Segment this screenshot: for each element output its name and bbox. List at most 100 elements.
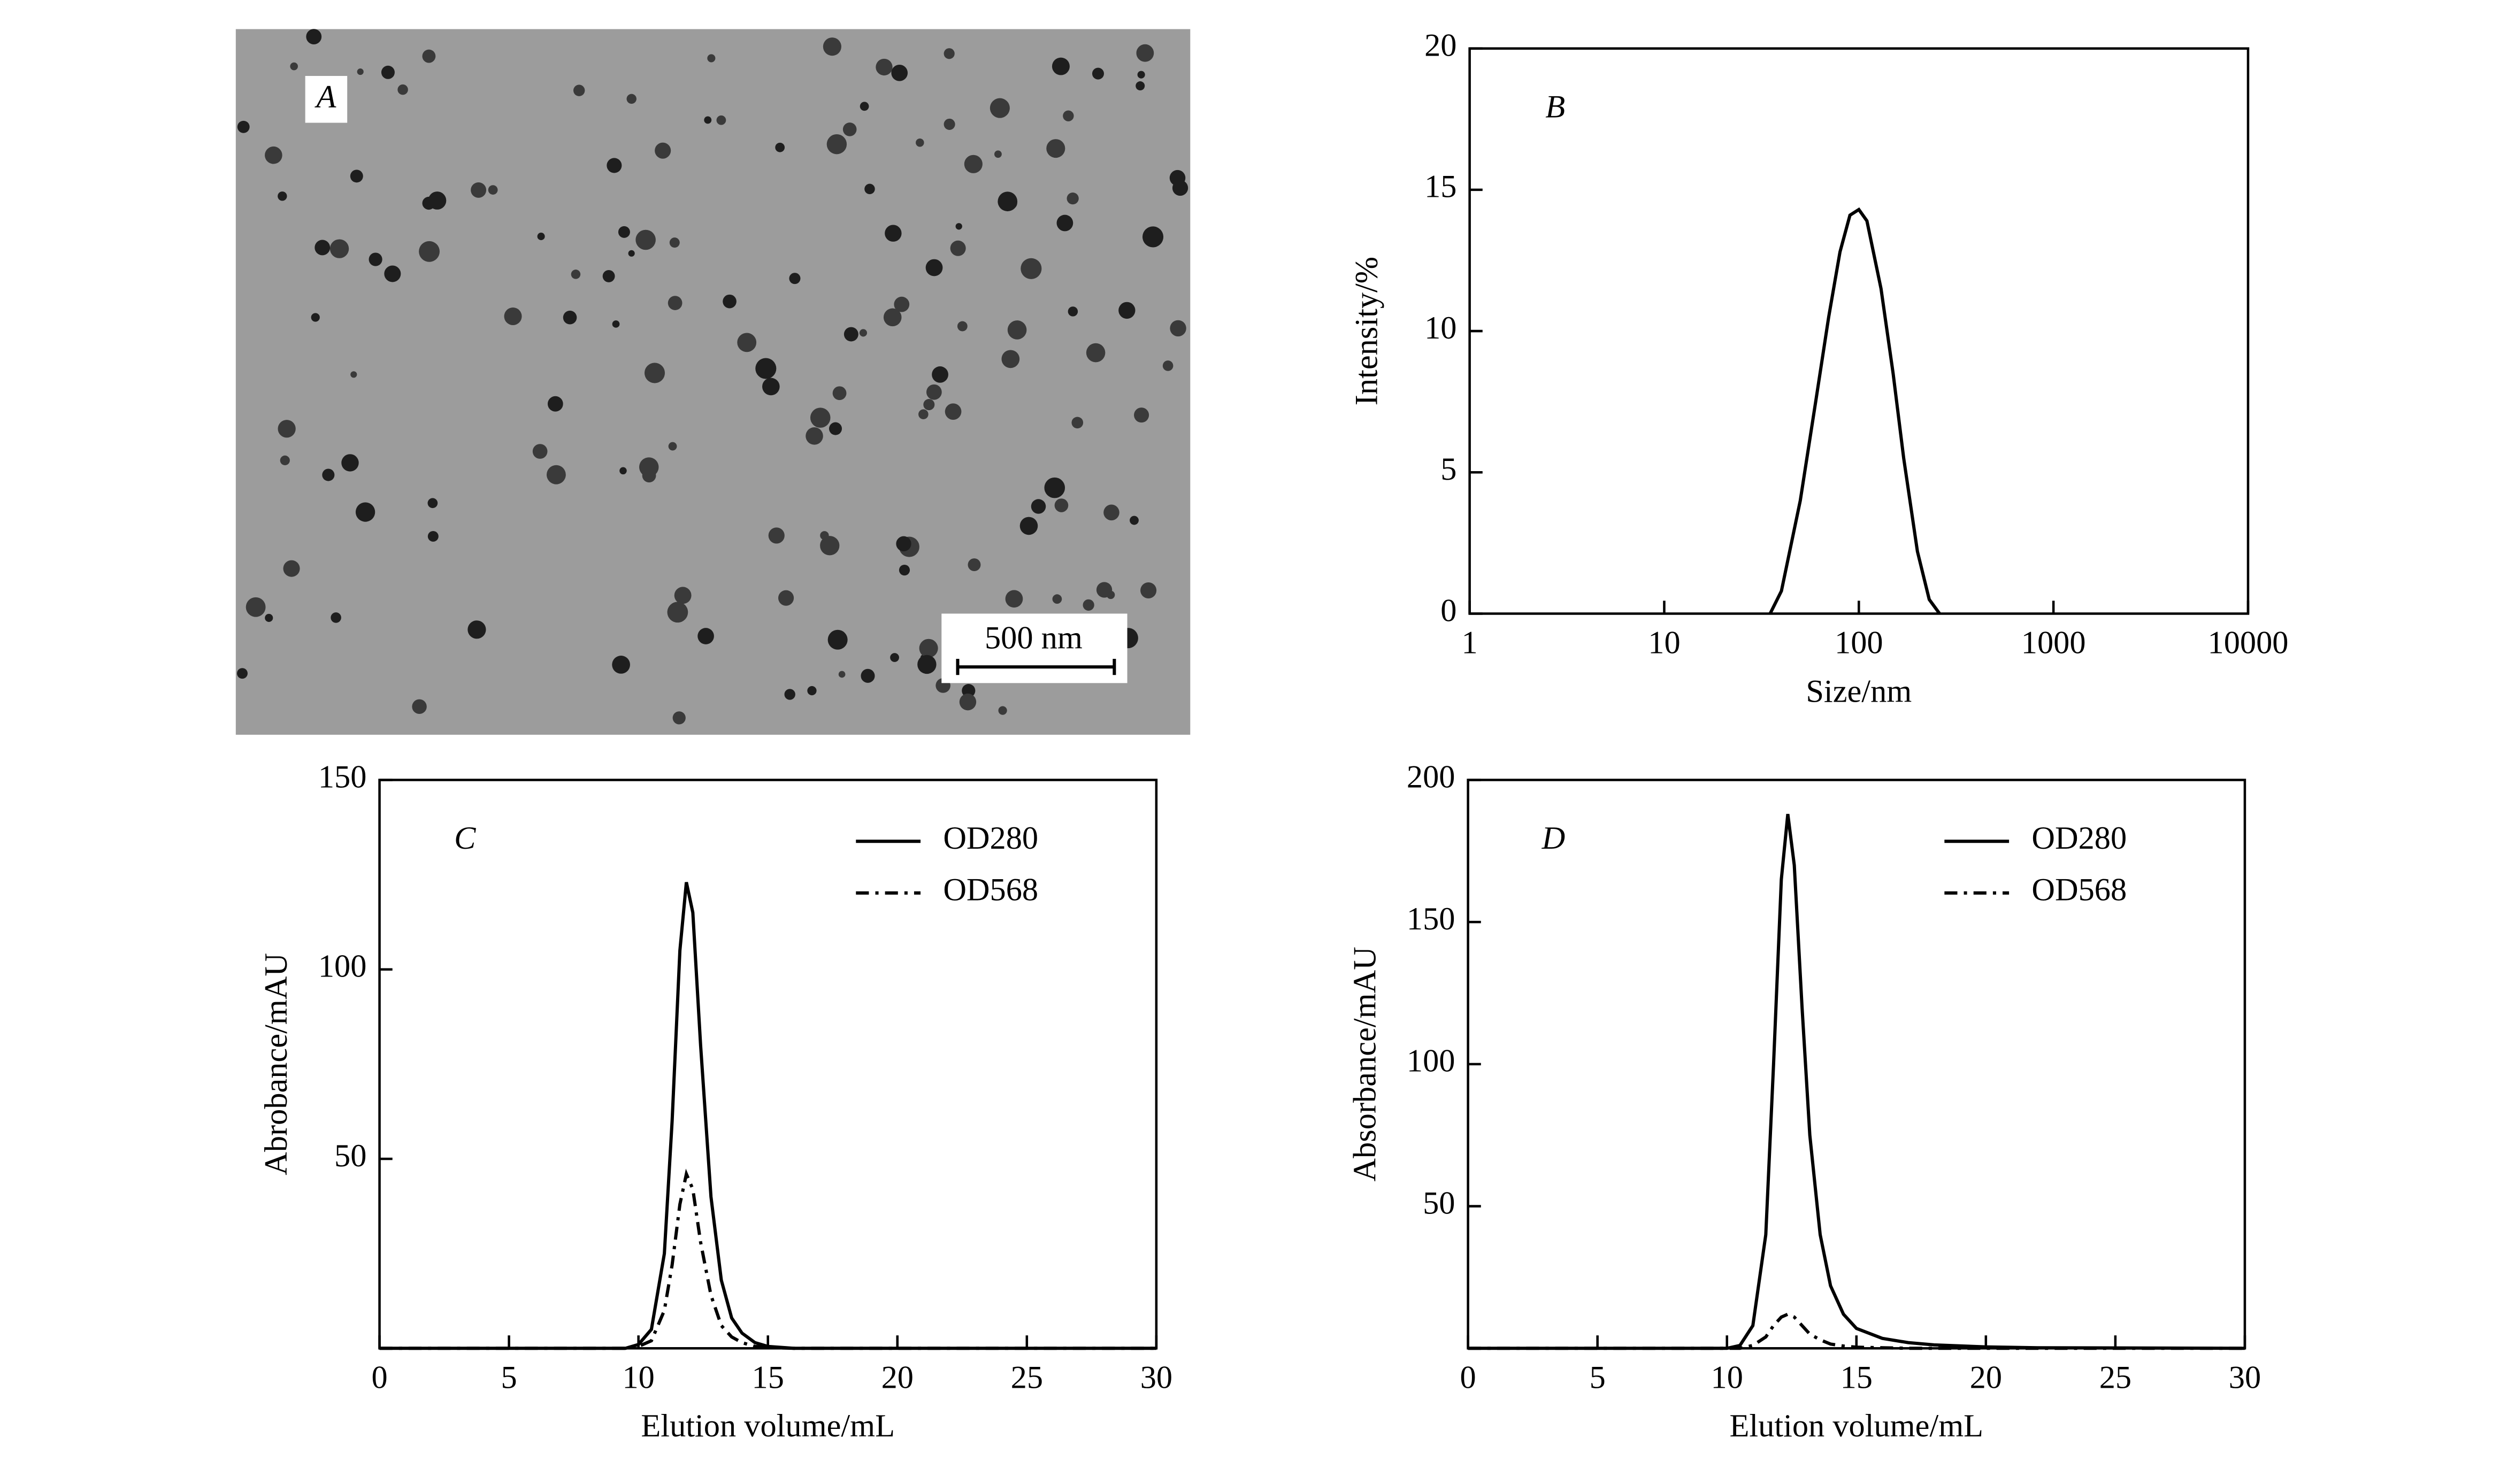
particle	[628, 250, 635, 257]
particle	[546, 465, 566, 485]
plot-frame	[1468, 47, 2250, 615]
particle	[737, 333, 757, 352]
particle	[612, 320, 620, 328]
particle	[1096, 582, 1113, 598]
particle	[1142, 226, 1164, 248]
particle	[1031, 499, 1046, 514]
particle	[265, 613, 273, 622]
particle	[612, 656, 630, 674]
particle	[1092, 67, 1104, 80]
particle	[917, 655, 937, 674]
micrograph-panel: A 500 nm	[235, 29, 1191, 735]
particle	[923, 399, 935, 411]
particle	[789, 273, 801, 285]
particle	[1103, 504, 1119, 521]
x-tick-label: 15	[1841, 1360, 1873, 1396]
particle	[762, 378, 780, 396]
particle	[619, 467, 627, 475]
particle	[944, 118, 955, 130]
particles	[237, 29, 1188, 725]
y-tick-label: 20	[1424, 28, 1456, 64]
panel-label: C	[454, 820, 476, 856]
particle	[994, 150, 1002, 158]
particle	[329, 239, 349, 258]
panel-label: A	[314, 79, 336, 115]
particle	[926, 384, 942, 400]
y-tick-label: 50	[1423, 1185, 1455, 1221]
particle	[864, 183, 875, 195]
particle	[697, 628, 714, 644]
particle	[957, 321, 968, 332]
particle	[532, 444, 548, 459]
particle	[768, 527, 785, 544]
particle	[894, 296, 910, 312]
particle	[357, 68, 364, 75]
x-tick-label: 100	[1835, 625, 1883, 661]
particle	[422, 49, 436, 63]
particle	[1019, 517, 1038, 535]
particle	[1086, 343, 1106, 363]
particle	[674, 587, 692, 604]
particle	[419, 241, 440, 262]
particle	[412, 699, 427, 714]
particle	[945, 403, 962, 420]
x-tick-label: 20	[1970, 1360, 2002, 1396]
x-tick-label: 25	[1011, 1360, 1043, 1396]
panel-label: D	[1542, 820, 1566, 856]
particle	[237, 668, 248, 679]
particle	[1169, 170, 1186, 186]
particle	[537, 233, 545, 241]
particle	[1137, 71, 1145, 79]
particle	[704, 116, 712, 124]
x-tick-label: 1	[1462, 625, 1478, 661]
particle	[827, 629, 848, 650]
particle	[571, 270, 581, 279]
particle	[998, 706, 1007, 715]
particle	[1005, 590, 1023, 608]
particle	[755, 358, 777, 379]
particle	[278, 191, 287, 201]
particle	[246, 597, 266, 617]
particle	[315, 240, 331, 256]
particle	[955, 223, 962, 230]
particle	[311, 313, 320, 322]
particle	[635, 229, 656, 250]
particle	[968, 558, 981, 572]
particle	[668, 296, 682, 310]
particle	[1162, 360, 1174, 371]
legend-label: OD280	[2031, 820, 2127, 856]
particle	[283, 560, 300, 577]
particle	[655, 142, 671, 159]
particle	[1134, 407, 1149, 423]
particle	[618, 226, 630, 238]
plot-frame	[1467, 779, 2246, 1350]
data-line	[1468, 813, 2245, 1350]
particle	[644, 363, 665, 383]
particle	[829, 422, 842, 435]
particle	[602, 270, 615, 282]
particle	[1136, 44, 1154, 62]
y-tick-label: 200	[1407, 759, 1455, 795]
particle	[427, 530, 439, 542]
y-tick-label: 100	[1407, 1043, 1455, 1079]
panel-label: B	[1545, 89, 1565, 125]
particle	[959, 693, 977, 711]
x-tick-label: 30	[2229, 1360, 2261, 1396]
particle	[1118, 302, 1136, 319]
particle	[932, 366, 948, 383]
particle	[573, 84, 585, 96]
x-tick-label: 0	[371, 1360, 387, 1396]
particle	[807, 686, 817, 696]
particle	[355, 502, 375, 522]
particle	[1170, 320, 1186, 337]
particle	[861, 668, 875, 683]
particle	[1136, 81, 1145, 91]
y-axis-label: Intensity/%	[1348, 257, 1384, 405]
plot-frame	[378, 779, 1158, 1350]
particle	[384, 265, 401, 282]
legend-label: OD568	[943, 872, 1038, 908]
y-tick-label: 10	[1424, 310, 1456, 346]
particle	[916, 139, 924, 147]
particle	[1052, 57, 1070, 75]
